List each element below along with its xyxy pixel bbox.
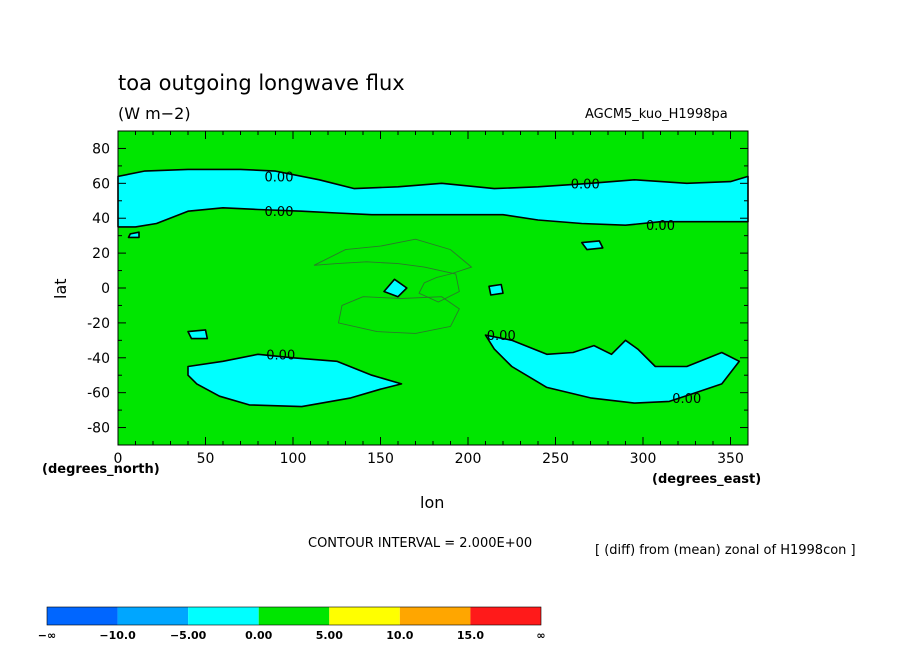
colorbar-label: −10.0 bbox=[99, 629, 136, 642]
interior-contour-2 bbox=[337, 296, 460, 334]
colorbar-label: −∞ bbox=[38, 629, 56, 642]
colorbar-swatch-1 bbox=[47, 607, 118, 625]
model-label: AGCM5_kuo_H1998pa bbox=[585, 107, 728, 122]
chart-title: toa outgoing longwave flux bbox=[118, 71, 405, 95]
x-axis: 0 50 100 150 200 250 300 350 bbox=[114, 131, 749, 467]
titles: toa outgoing longwave flux (W m−2) AGCM5… bbox=[118, 71, 728, 123]
colorbar-swatch-3 bbox=[188, 607, 259, 625]
contour-label-5: 0.00 bbox=[487, 329, 516, 344]
colorbar-frame bbox=[46, 606, 542, 626]
contour-label-6: 0.00 bbox=[266, 348, 295, 363]
y-tick-label: -20 bbox=[87, 316, 110, 332]
interior-contours bbox=[313, 238, 473, 334]
region-southern-right-patch bbox=[484, 334, 741, 404]
y-axis: -80 -60 -40 -20 0 20 40 60 80 bbox=[87, 130, 748, 446]
y-tick-label: 20 bbox=[92, 246, 110, 262]
y-tick-label: -60 bbox=[87, 386, 110, 402]
fill-regions bbox=[117, 168, 749, 408]
y-tick-label: 60 bbox=[92, 176, 110, 192]
region-northern-band bbox=[117, 168, 749, 228]
x-tick-label: 150 bbox=[367, 451, 394, 467]
contour-label-2: 0.00 bbox=[265, 205, 294, 220]
x-axis-label: lon bbox=[420, 493, 444, 512]
contour-label-7: 0.00 bbox=[672, 392, 701, 407]
colorbar-swatch-2 bbox=[117, 607, 189, 625]
region-small-patch-2 bbox=[580, 240, 604, 251]
colorbar-swatch-7 bbox=[470, 607, 541, 625]
colorbar: −∞ −10.0 −5.00 0.00 5.00 10.0 15.0 ∞ bbox=[38, 606, 546, 642]
x-tick-label: 50 bbox=[197, 451, 215, 467]
region-southern-left-patch bbox=[187, 353, 403, 408]
diff-note: [ (diff) from (mean) zonal of H1998con ] bbox=[595, 543, 856, 558]
y-unit-label: (degrees_north) bbox=[42, 462, 160, 477]
colorbar-swatch-5 bbox=[329, 607, 400, 625]
region-equatorial-patch bbox=[383, 278, 408, 298]
y-tick-label: -40 bbox=[87, 351, 110, 367]
region-small-patch-1 bbox=[187, 329, 209, 340]
y-axis-label: lat bbox=[51, 278, 70, 299]
plot-area: 0.00 0.00 0.00 0.00 0.00 0.00 0.00 bbox=[117, 130, 749, 446]
x-tick-label: 200 bbox=[455, 451, 482, 467]
contour-label-4: 0.00 bbox=[646, 219, 675, 234]
y-tick-label: 0 bbox=[101, 281, 110, 297]
region-small-patch-4 bbox=[127, 231, 140, 239]
x-unit-label: (degrees_east) bbox=[652, 472, 761, 487]
colorbar-label: 5.00 bbox=[316, 629, 343, 642]
contour-label-1: 0.00 bbox=[265, 170, 294, 185]
y-tick-label: -80 bbox=[87, 421, 110, 437]
colorbar-label: 0.00 bbox=[245, 629, 272, 642]
interior-contour-1 bbox=[313, 238, 473, 303]
y-tick-label: 40 bbox=[92, 211, 110, 227]
colorbar-label: 10.0 bbox=[386, 629, 413, 642]
chart-units: (W m−2) bbox=[118, 104, 191, 123]
colorbar-swatch-4 bbox=[258, 607, 330, 625]
x-tick-label: 100 bbox=[280, 451, 307, 467]
region-small-patch-3 bbox=[488, 283, 504, 296]
colorbar-label: 15.0 bbox=[457, 629, 484, 642]
colorbar-label: ∞ bbox=[536, 629, 545, 642]
contour-interval: CONTOUR INTERVAL = 2.000E+00 bbox=[308, 536, 532, 551]
contour-label-3: 0.00 bbox=[571, 177, 600, 192]
x-tick-label: 250 bbox=[542, 451, 569, 467]
contour-labels: 0.00 0.00 0.00 0.00 0.00 0.00 0.00 bbox=[265, 170, 702, 407]
y-tick-label: 80 bbox=[92, 141, 110, 157]
x-tick-label: 0 bbox=[114, 451, 123, 467]
colorbar-label: −5.00 bbox=[170, 629, 207, 642]
x-tick-label: 300 bbox=[630, 451, 657, 467]
colorbar-swatch-6 bbox=[399, 607, 471, 625]
x-tick-label: 350 bbox=[717, 451, 744, 467]
